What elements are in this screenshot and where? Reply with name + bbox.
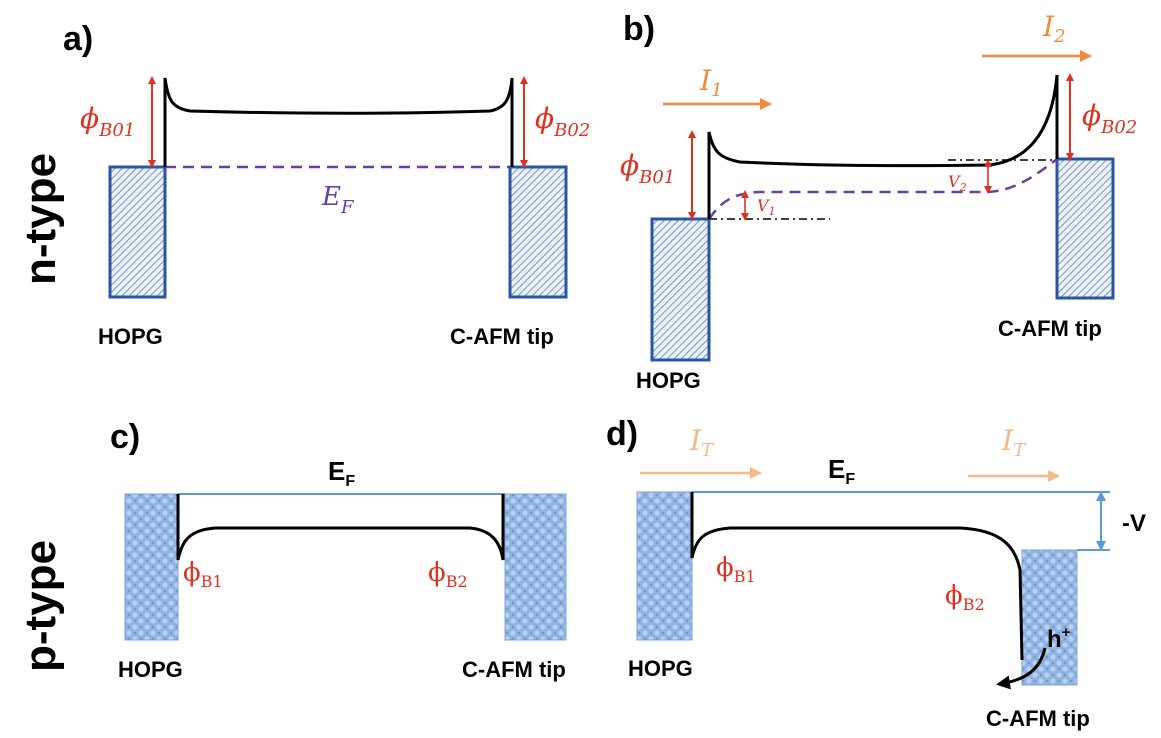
panel-label-b: b) — [623, 10, 655, 48]
bias-label: -V — [1122, 510, 1146, 537]
phi-b02-label: ϕB02 — [535, 102, 590, 141]
hopg-label: HOPG — [98, 324, 163, 349]
hopg-electrode — [650, 217, 711, 362]
phi-b02-label: ϕB02 — [1082, 99, 1137, 138]
fermi-label: EF — [328, 456, 355, 490]
row-label-p-type: p-type — [16, 540, 65, 672]
hole-label: h+ — [1047, 624, 1071, 653]
hopg-electrode — [124, 493, 179, 641]
phi-b2-label: ϕB2 — [428, 558, 468, 591]
valence-band — [176, 494, 505, 561]
panel-d: d) IT IT -V h+ ϕB1 ϕB2 EF HOPG C-AFM tip — [606, 415, 1146, 731]
phi-b2-label: ϕB2 — [945, 581, 985, 614]
tip-electrode — [504, 493, 567, 641]
current-i2-label: I2 — [1042, 10, 1066, 47]
tip-label: C-AFM tip — [998, 316, 1102, 341]
fermi-label: EF — [828, 454, 855, 488]
phi-b1-label: ϕB1 — [716, 553, 756, 586]
current-it-right-label: IT — [1001, 424, 1027, 461]
tip-electrode — [1021, 549, 1078, 686]
conduction-band — [163, 77, 514, 167]
panel-a: a) ϕB01 ϕB02 EF HOPG C-AFM tip — [63, 20, 590, 349]
panel-label-d: d) — [606, 415, 638, 453]
v1-label: V1 — [757, 196, 776, 218]
hopg-label: HOPG — [628, 656, 693, 681]
hopg-label: HOPG — [636, 368, 701, 393]
quasi-fermi-level — [707, 158, 1058, 220]
hopg-electrode — [108, 165, 167, 299]
hopg-label: HOPG — [118, 657, 183, 682]
panel-b: b) I1 I2 ϕB01 ϕB02 V1 V2 HOPG C-AFM tip — [620, 10, 1137, 393]
hole-flow-arrow — [996, 647, 1047, 690]
current-i1-label: I1 — [699, 64, 723, 101]
phi-b1-label: ϕB1 — [183, 558, 223, 591]
panel-label-c: c) — [110, 418, 140, 456]
phi-b01-label: ϕB01 — [80, 102, 135, 141]
tip-label: C-AFM tip — [450, 324, 554, 349]
conduction-band — [707, 74, 1059, 219]
tip-electrode — [508, 165, 568, 299]
panel-c: c) EF ϕB1 ϕB2 HOPG C-AFM tip — [110, 418, 567, 682]
v2-label: V2 — [948, 172, 967, 194]
phi-b01-label: ϕB01 — [620, 149, 675, 188]
panel-label-a: a) — [63, 20, 93, 58]
row-label-n-type: n-type — [16, 153, 65, 285]
hopg-electrode — [636, 491, 693, 641]
valence-band — [690, 492, 1024, 661]
tip-label: C-AFM tip — [462, 657, 566, 682]
fermi-label: EF — [321, 182, 355, 218]
tip-electrode — [1055, 157, 1115, 300]
current-it-left-label: IT — [689, 424, 715, 461]
tip-label: C-AFM tip — [986, 706, 1090, 731]
